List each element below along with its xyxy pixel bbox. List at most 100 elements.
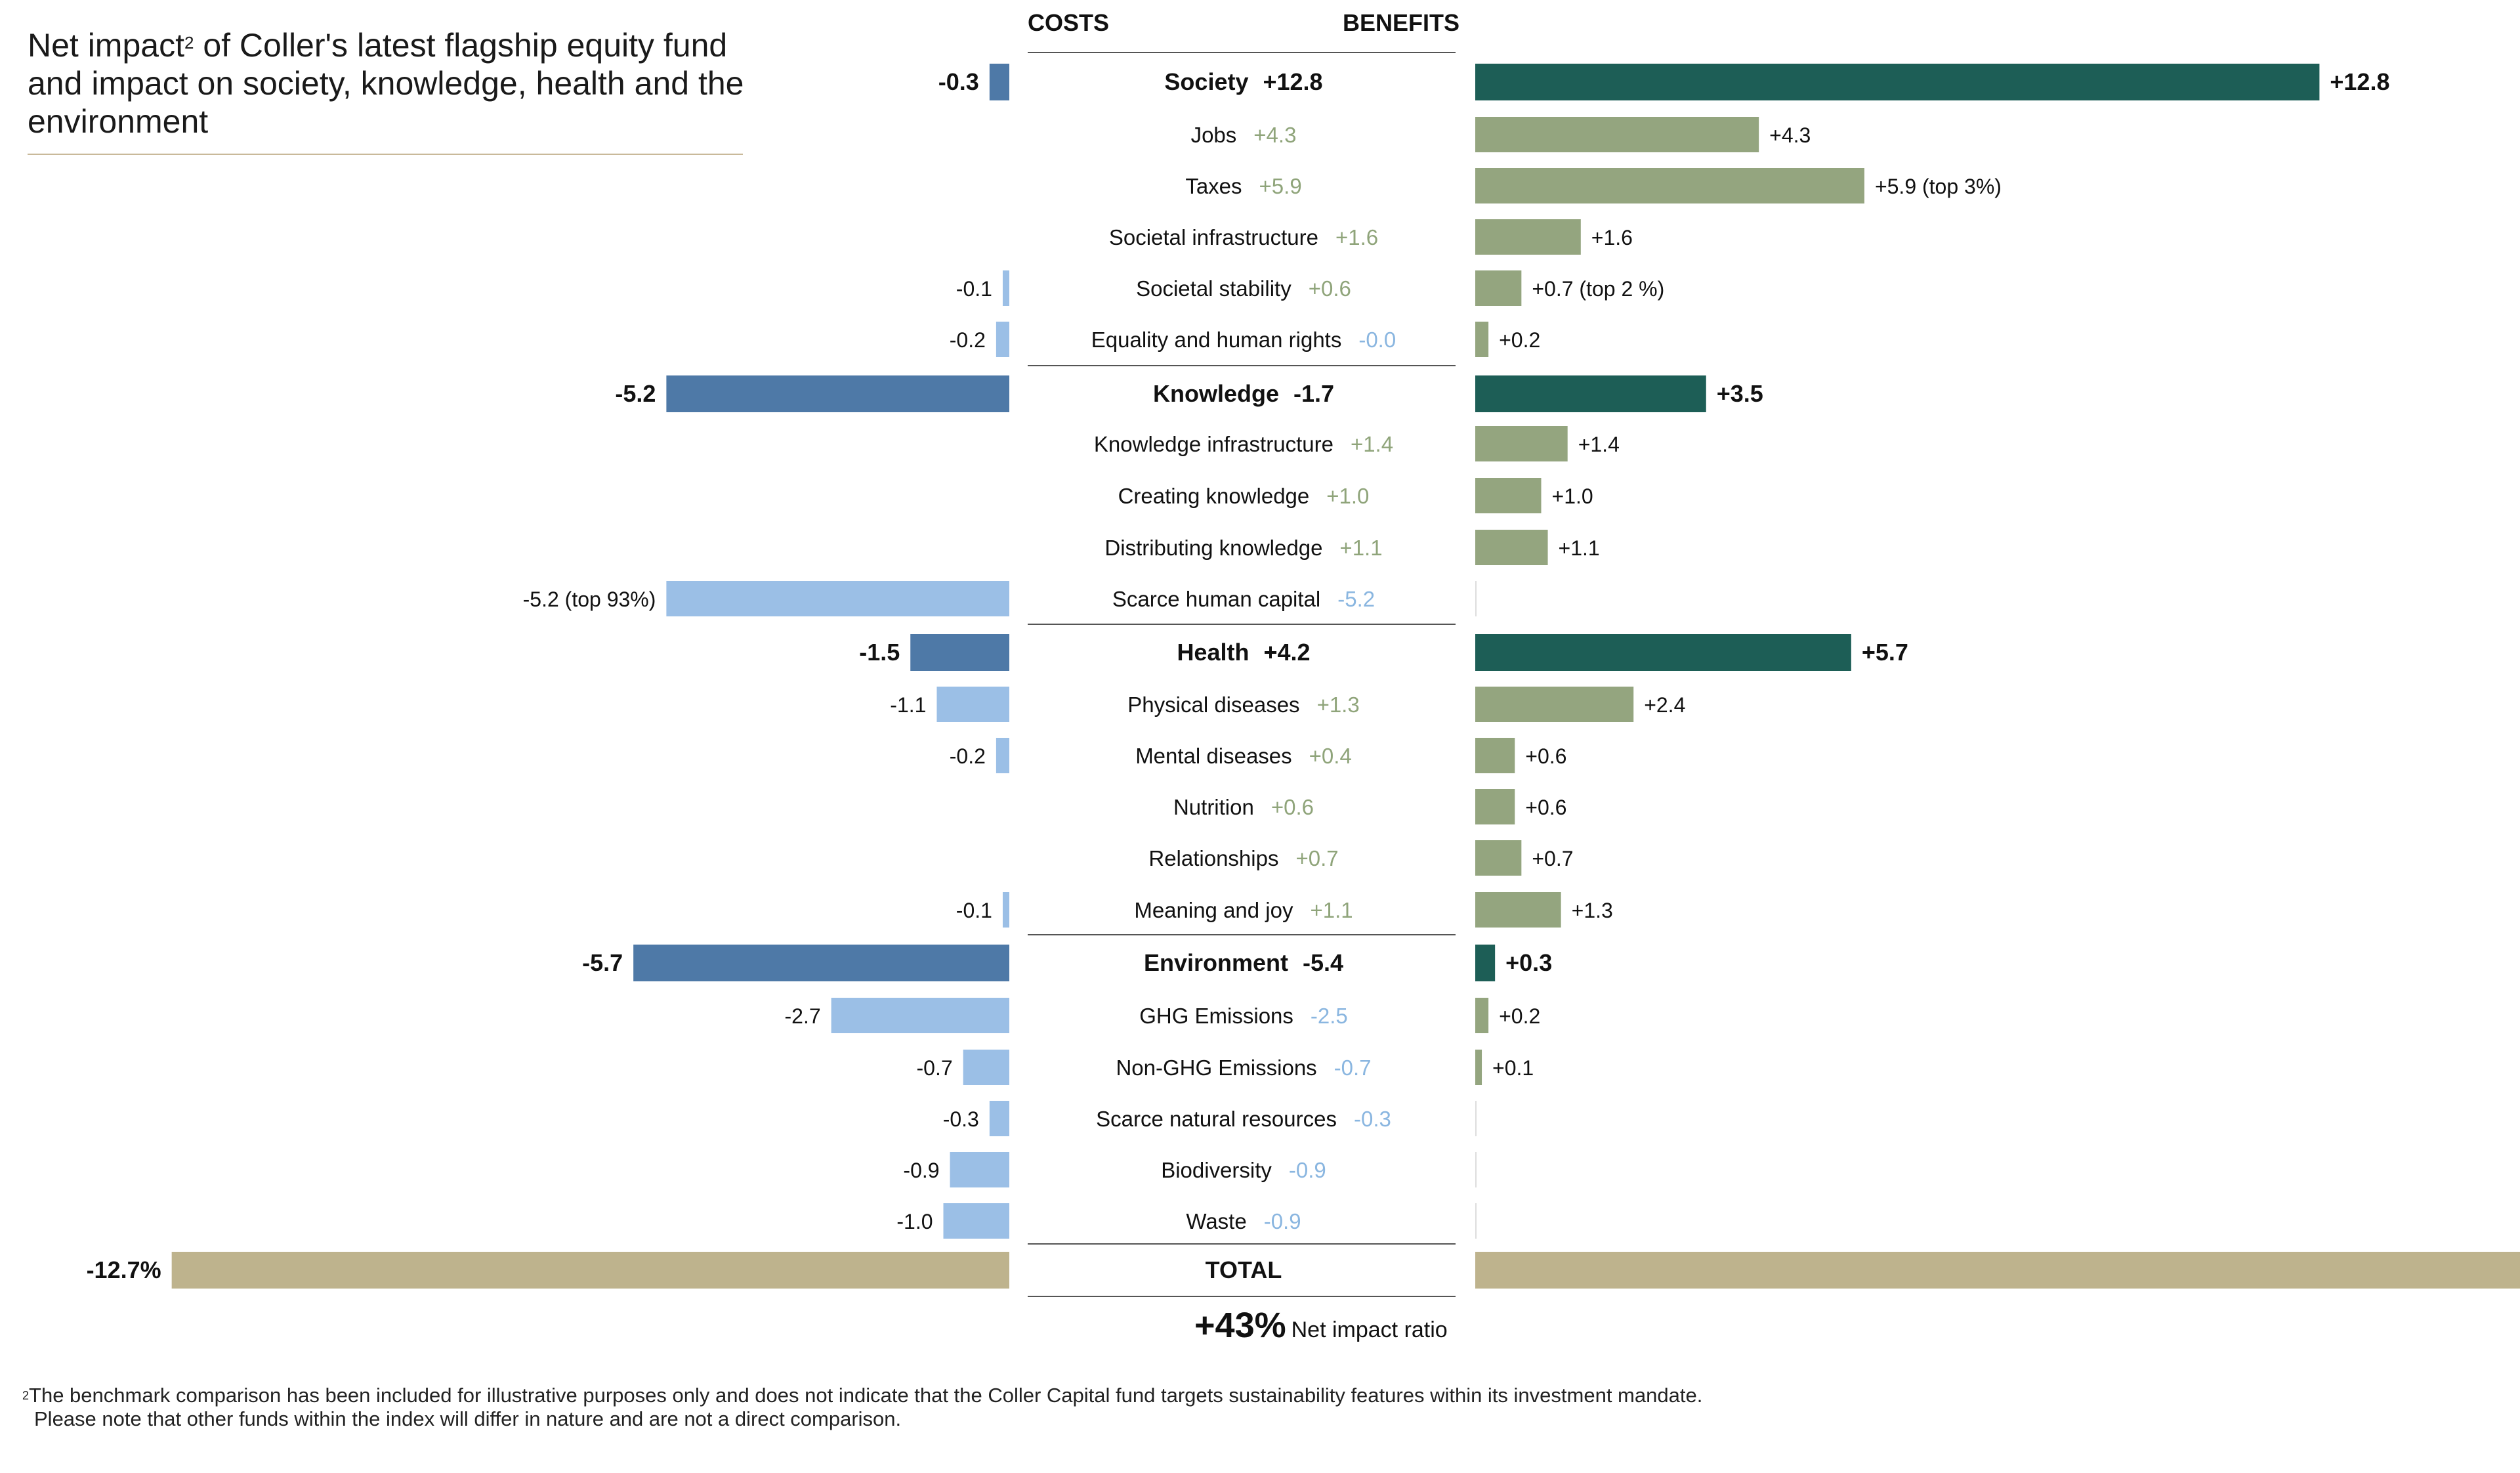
subcategory-label: Scarce human capital -5.2 bbox=[1112, 587, 1375, 611]
category-label: Knowledge -1.7 bbox=[1153, 380, 1334, 407]
row-label: Equality and human rights bbox=[1091, 328, 1342, 352]
footnote-line-2: Please note that other funds within the … bbox=[34, 1407, 902, 1430]
subcategory-label: Equality and human rights -0.0 bbox=[1091, 328, 1396, 352]
net-value: +4.3 bbox=[1253, 123, 1296, 147]
row-label: Relationships bbox=[1148, 846, 1278, 870]
cost-bar bbox=[831, 998, 1009, 1033]
row-label: Biodiversity bbox=[1161, 1158, 1272, 1182]
row-label: Mental diseases bbox=[1135, 744, 1292, 768]
net-value: +0.7 bbox=[1295, 846, 1338, 870]
benefit-bar bbox=[1475, 1203, 1477, 1239]
benefit-bar bbox=[1475, 1152, 1477, 1187]
subcategory-label: Physical diseases +1.3 bbox=[1127, 693, 1359, 717]
net-value: -1.7 bbox=[1293, 380, 1334, 407]
benefit-value-label: +1.6 bbox=[1591, 226, 1633, 249]
row-label: Non-GHG Emissions bbox=[1116, 1056, 1316, 1080]
net-value: +0.6 bbox=[1309, 276, 1351, 301]
cost-bar bbox=[1002, 270, 1009, 306]
benefit-bar bbox=[1475, 1252, 2520, 1289]
benefit-value-label: +2.4 bbox=[1644, 693, 1685, 717]
cost-bar bbox=[633, 945, 1009, 981]
footnote-line-1: The benchmark comparison has been includ… bbox=[29, 1384, 1703, 1407]
subcategory-label: Relationships +0.7 bbox=[1148, 846, 1338, 870]
cost-bar bbox=[996, 738, 1009, 773]
benefit-bar bbox=[1475, 1050, 1482, 1085]
footnote-marker: 2 bbox=[22, 1389, 30, 1402]
net-value: -0.9 bbox=[1289, 1158, 1326, 1182]
net-value: -2.5 bbox=[1311, 1004, 1348, 1028]
net-value: +0.6 bbox=[1271, 795, 1314, 819]
cost-value-label: -0.1 bbox=[956, 899, 992, 922]
row-label: GHG Emissions bbox=[1139, 1004, 1293, 1028]
benefit-value-label: +12.8 bbox=[2330, 68, 2389, 95]
subcategory-label: Biodiversity -0.9 bbox=[1161, 1158, 1326, 1182]
benefit-value-label: +1.3 bbox=[1572, 899, 1613, 922]
subcategory-label: Mental diseases +0.4 bbox=[1135, 744, 1352, 768]
title-rest: of Coller's latest flagship equity fund … bbox=[28, 27, 744, 140]
benefit-bar bbox=[1475, 375, 1706, 412]
net-value: +1.4 bbox=[1351, 432, 1393, 456]
chart-title: Net impact2 of Coller's latest flagship … bbox=[28, 26, 749, 140]
benefit-bar bbox=[1475, 322, 1489, 357]
benefit-value-label: +1.1 bbox=[1559, 536, 1600, 560]
benefits-header: BENEFITS bbox=[1343, 9, 1460, 36]
subcategory-label: Non-GHG Emissions -0.7 bbox=[1116, 1056, 1371, 1080]
benefit-value-label: +0.6 bbox=[1525, 796, 1566, 819]
cost-bar bbox=[989, 1101, 1009, 1136]
subcategory-label: Creating knowledge +1.0 bbox=[1118, 484, 1370, 508]
cost-value-label: -0.1 bbox=[956, 277, 992, 301]
row-label: Environment bbox=[1144, 949, 1288, 976]
row-label: Taxes bbox=[1185, 174, 1242, 198]
benefit-value-label: +5.7 bbox=[1862, 639, 1908, 666]
row-label: Physical diseases bbox=[1127, 693, 1299, 717]
subcategory-label: Scarce natural resources -0.3 bbox=[1096, 1107, 1391, 1131]
benefit-bar bbox=[1475, 687, 1634, 722]
total-label: TOTAL bbox=[1206, 1256, 1282, 1283]
net-value: +1.3 bbox=[1317, 693, 1360, 717]
benefit-bar bbox=[1475, 634, 1851, 671]
row-label: Distributing knowledge bbox=[1104, 536, 1322, 560]
benefit-bar bbox=[1475, 270, 1522, 306]
cost-bar bbox=[943, 1203, 1009, 1239]
benefit-bar bbox=[1475, 168, 1864, 203]
subcategory-label: Meaning and joy +1.1 bbox=[1134, 898, 1353, 922]
title-prefix: Net impact bbox=[28, 27, 184, 64]
subcategory-label: Jobs +4.3 bbox=[1191, 123, 1297, 147]
category-label: Environment -5.4 bbox=[1144, 949, 1343, 976]
cost-bar bbox=[666, 581, 1009, 616]
benefit-bar bbox=[1475, 64, 2320, 100]
cost-value-label: -5.7 bbox=[582, 949, 623, 976]
subcategory-label: GHG Emissions -2.5 bbox=[1139, 1004, 1348, 1028]
net-value: -0.3 bbox=[1354, 1107, 1391, 1131]
benefit-bar bbox=[1475, 581, 1477, 616]
cost-bar bbox=[950, 1152, 1009, 1187]
net-value: +1.1 bbox=[1311, 898, 1353, 922]
benefit-value-label: +0.1 bbox=[1492, 1056, 1534, 1080]
row-label: Societal stability bbox=[1136, 276, 1292, 301]
benefit-value-label: +0.2 bbox=[1499, 328, 1540, 352]
row-label: Knowledge infrastructure bbox=[1094, 432, 1334, 456]
net-value: -5.2 bbox=[1337, 587, 1375, 611]
footnote: 2The benchmark comparison has been inclu… bbox=[22, 1384, 1702, 1431]
cost-value-label: -0.3 bbox=[938, 68, 979, 95]
benefit-bar bbox=[1475, 998, 1489, 1033]
row-label: Nutrition bbox=[1173, 795, 1254, 819]
benefit-bar bbox=[1475, 478, 1542, 513]
benefit-bar bbox=[1475, 840, 1522, 876]
benefit-value-label: +5.9 (top 3%) bbox=[1875, 175, 2002, 198]
net-impact-ratio: +43% Net impact ratio bbox=[1194, 1305, 1448, 1346]
row-label: Knowledge bbox=[1153, 380, 1279, 407]
cost-bar bbox=[1002, 892, 1009, 928]
subcategory-label: Distributing knowledge +1.1 bbox=[1104, 536, 1382, 560]
cost-bar bbox=[989, 64, 1009, 100]
cost-value-label: -0.2 bbox=[950, 744, 986, 768]
row-label: Jobs bbox=[1191, 123, 1237, 147]
cost-value-label: -12.7% bbox=[87, 1256, 161, 1283]
cost-bar bbox=[910, 634, 1009, 671]
net-value: -0.7 bbox=[1334, 1056, 1372, 1080]
benefit-bar bbox=[1475, 219, 1581, 255]
subcategory-label: Societal infrastructure +1.6 bbox=[1109, 225, 1378, 249]
row-label: Health bbox=[1177, 639, 1249, 666]
benefit-bar bbox=[1475, 892, 1561, 928]
